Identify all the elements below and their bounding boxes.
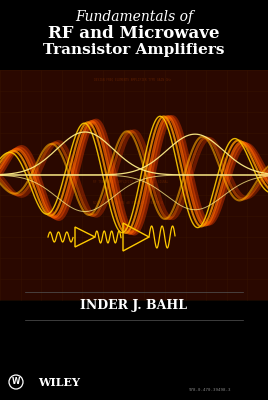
Text: RF TRANSISTOR AMPLIFIER DESIGN SMALL SIGNAL: RF TRANSISTOR AMPLIFIER DESIGN SMALL SIG… <box>93 180 175 184</box>
Text: NOISE NOISE FIGURE dB STABILITY FACTOR K: NOISE NOISE FIGURE dB STABILITY FACTOR K <box>93 201 175 205</box>
Text: RF and Microwave: RF and Microwave <box>48 26 220 42</box>
Text: 978-0-470-39498-3: 978-0-470-39498-3 <box>189 388 231 392</box>
Text: WILEY: WILEY <box>38 376 80 388</box>
Text: Transistor Amplifiers: Transistor Amplifiers <box>43 43 225 57</box>
Bar <box>0 70 268 300</box>
Text: Fundamentals of: Fundamentals of <box>75 10 193 24</box>
Text: W: W <box>12 378 20 386</box>
Text: DESIGN FREQ ELEMENTS AMPLIFIER TYPE GAIN GHz: DESIGN FREQ ELEMENTS AMPLIFIER TYPE GAIN… <box>94 78 174 82</box>
Text: INDER J. BAHL: INDER J. BAHL <box>80 300 188 312</box>
